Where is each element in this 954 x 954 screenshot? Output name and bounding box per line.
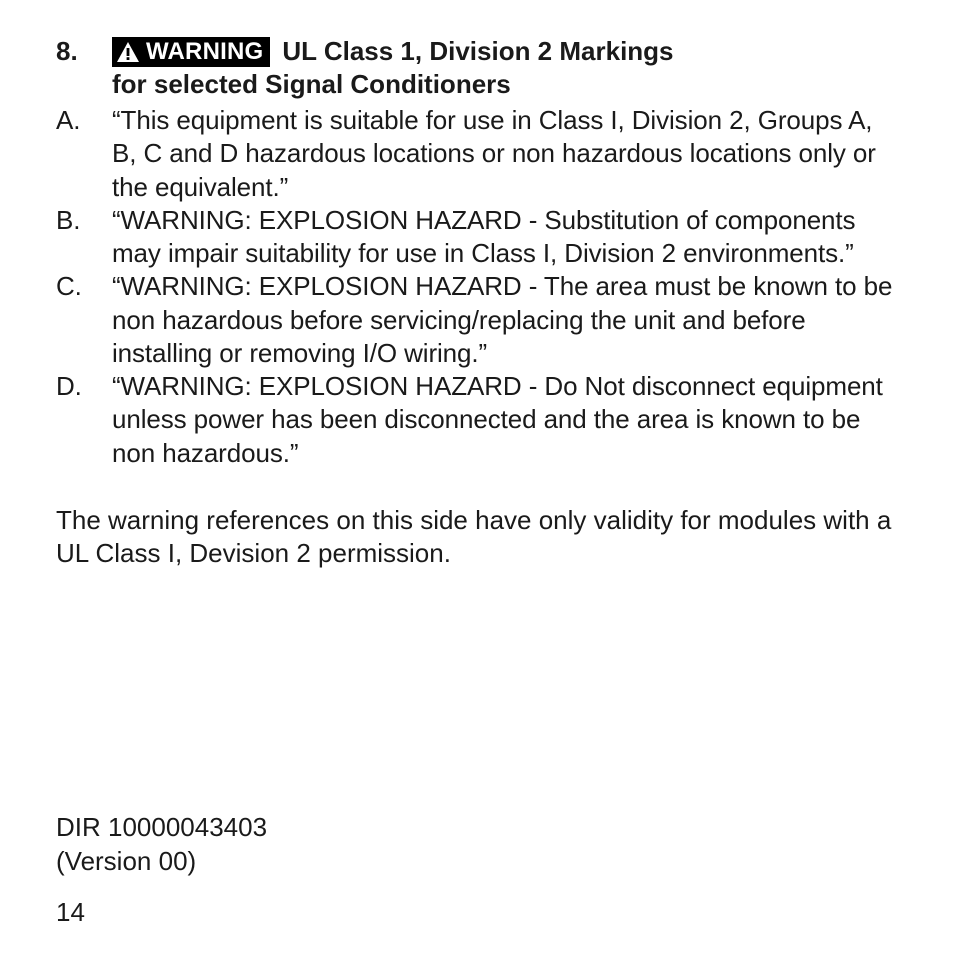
page-number: 14 <box>56 897 85 928</box>
section-number: 8. <box>56 36 112 67</box>
list-marker: D. <box>56 370 112 470</box>
section-header: 8. WARNING UL Class 1, Division 2 Markin… <box>56 36 898 104</box>
list-item: D. “WARNING: EXPLOSION HAZARD - Do Not d… <box>56 370 898 470</box>
validity-note: The warning references on this side have… <box>56 504 898 571</box>
list-text: “WARNING: EXPLOSION HAZARD - Substitutio… <box>112 204 898 271</box>
list-text: “This equipment is suitable for use in C… <box>112 104 898 204</box>
doc-version-line: (Version 00) <box>56 845 267 878</box>
section-title: WARNING UL Class 1, Division 2 Markings … <box>112 36 898 104</box>
document-id: DIR 10000043403 (Version 00) <box>56 811 267 878</box>
title-text-2: for selected Signal Conditioners <box>112 69 898 100</box>
warning-badge-text: WARNING <box>146 38 263 66</box>
ordered-list: A. “This equipment is suitable for use i… <box>56 104 898 470</box>
doc-id-line: DIR 10000043403 <box>56 811 267 844</box>
list-item: A. “This equipment is suitable for use i… <box>56 104 898 204</box>
list-marker: B. <box>56 204 112 271</box>
list-text: “WARNING: EXPLOSION HAZARD - The area mu… <box>112 270 898 370</box>
list-item: B. “WARNING: EXPLOSION HAZARD - Substitu… <box>56 204 898 271</box>
title-line-1: WARNING UL Class 1, Division 2 Markings <box>112 36 898 67</box>
list-item: C. “WARNING: EXPLOSION HAZARD - The area… <box>56 270 898 370</box>
list-marker: C. <box>56 270 112 370</box>
title-text-1: UL Class 1, Division 2 Markings <box>282 36 673 67</box>
list-marker: A. <box>56 104 112 204</box>
warning-triangle-icon <box>116 41 140 63</box>
document-page: 8. WARNING UL Class 1, Division 2 Markin… <box>0 0 954 954</box>
warning-badge: WARNING <box>112 37 270 67</box>
list-text: “WARNING: EXPLOSION HAZARD - Do Not disc… <box>112 370 898 470</box>
